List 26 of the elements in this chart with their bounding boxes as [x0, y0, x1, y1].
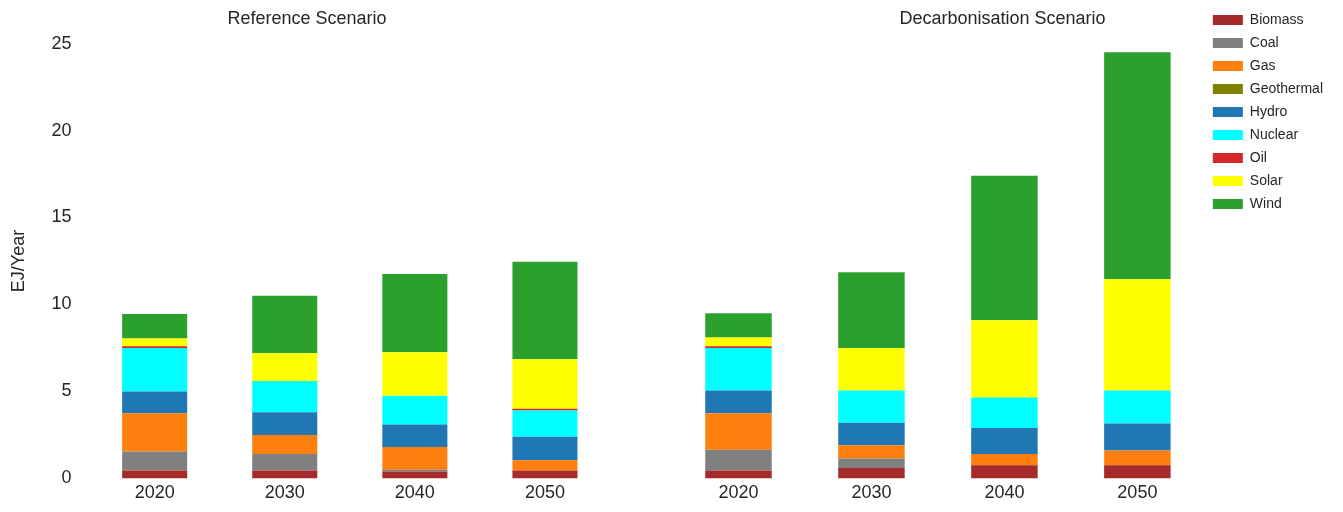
x-tick-label: 2040: [394, 482, 435, 503]
y-tick-label: 25: [51, 32, 72, 53]
legend-label: Biomass: [1249, 10, 1304, 27]
legend-label: Geothermal: [1249, 79, 1324, 96]
y-tick-label: 5: [61, 380, 72, 401]
x-tick-label: 2050: [524, 482, 565, 503]
y-tick-label: 15: [51, 206, 72, 227]
x-tick-label: 2020: [134, 482, 175, 503]
x-tick-label: 2050: [1117, 482, 1158, 503]
legend-label: Oil: [1249, 148, 1267, 165]
legend-label: Wind: [1249, 194, 1282, 211]
chart-title: Reference Scenario: [227, 7, 387, 28]
y-tick-label: 10: [51, 293, 72, 314]
y-axis-title: EJ/Year: [7, 229, 28, 293]
legend-label: Nuclear: [1249, 125, 1299, 142]
y-tick-label: 0: [61, 467, 72, 488]
x-tick-label: 2030: [264, 482, 305, 503]
legend-label: Hydro: [1249, 102, 1288, 119]
chart-title: Decarbonisation Scenario: [899, 7, 1106, 28]
x-tick-label: 2030: [851, 482, 892, 503]
legend-label: Solar: [1249, 171, 1283, 188]
y-tick-label: 20: [51, 119, 72, 140]
x-tick-label: 2020: [718, 482, 759, 503]
x-tick-label: 2040: [984, 482, 1025, 503]
legend-label: Gas: [1249, 56, 1276, 73]
legend-label: Coal: [1249, 33, 1279, 50]
